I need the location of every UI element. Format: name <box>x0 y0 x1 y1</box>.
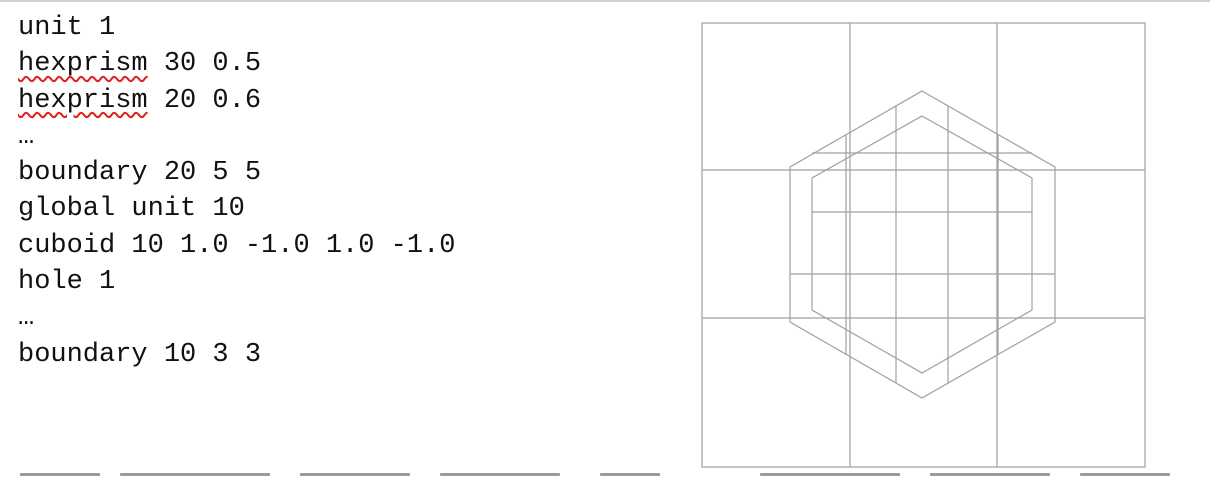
top-divider <box>0 0 1210 2</box>
code-line-10: boundary 10 3 3 <box>18 337 455 373</box>
code-keyword: boundary <box>18 158 148 189</box>
code-args: 10 <box>196 194 245 225</box>
code-line-3: hexprism 20 0.6 <box>18 83 455 119</box>
code-args: 10 1.0 -1.0 1.0 -1.0 <box>115 230 456 261</box>
outer-cuboid-frame <box>701 22 1146 468</box>
code-args: 30 0.5 <box>147 49 262 80</box>
code-line-7: cuboid 10 1.0 -1.0 1.0 -1.0 <box>18 228 455 264</box>
clipped-next-line <box>0 470 1210 480</box>
lattice-geometry-diagram <box>701 22 1146 468</box>
code-args: 20 5 5 <box>147 158 262 189</box>
code-keyword: hole <box>18 267 83 298</box>
code-ellipsis: … <box>18 121 35 152</box>
code-line-5: boundary 20 5 5 <box>18 155 455 191</box>
code-keyword-misspelled[interactable]: hexprism <box>18 85 148 116</box>
code-keyword: global unit <box>18 194 197 225</box>
code-args: 10 3 3 <box>147 339 262 370</box>
code-args: 1 <box>82 13 116 43</box>
code-line-6: global unit 10 <box>18 191 455 227</box>
code-keyword-misspelled[interactable]: hexprism <box>18 49 148 80</box>
code-line-4: … <box>18 119 455 155</box>
code-keyword: cuboid <box>18 230 116 261</box>
inner-hexprism <box>811 115 1033 374</box>
code-keyword: unit <box>18 13 83 43</box>
hex-subdivision-grid <box>790 106 1055 383</box>
code-args: 20 0.6 <box>147 85 262 116</box>
code-line-8: hole 1 <box>18 264 455 300</box>
code-line-1: unit 1 <box>18 10 455 46</box>
outer-hexprism <box>789 90 1056 399</box>
code-args: 1 <box>82 267 116 298</box>
code-ellipsis: … <box>18 303 35 334</box>
code-line-9: … <box>18 300 455 336</box>
code-line-2: hexprism 30 0.5 <box>18 46 455 82</box>
code-listing: unit 1 hexprism 30 0.5 hexprism 20 0.6 …… <box>18 10 455 373</box>
code-keyword: boundary <box>18 339 148 370</box>
